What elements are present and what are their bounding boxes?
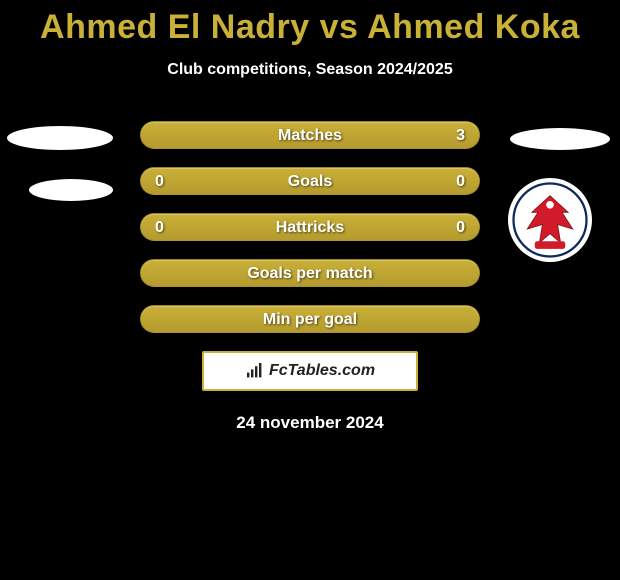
vs-separator: vs [320,8,359,46]
stat-row-goals: 0 Goals 0 [140,167,480,195]
stat-row-min-per-goal: Min per goal [140,305,480,333]
decoration-ellipse [510,128,610,150]
date-label: 24 november 2024 [0,413,620,433]
player1-name: Ahmed El Nadry [40,8,310,46]
decoration-ellipse [29,179,113,201]
stat-right-value: 3 [456,122,465,150]
stats-list: Matches 3 0 Goals 0 0 Hattricks 0 Goals … [140,121,480,333]
player2-name: Ahmed Koka [367,8,580,46]
eagle-crest-icon [512,182,588,258]
source-badge-label: FcTables.com [269,362,375,380]
stat-label: Goals per match [247,260,372,288]
stat-label: Goals [288,168,332,196]
stat-row-matches: Matches 3 [140,121,480,149]
stat-label: Matches [278,122,342,150]
subtitle: Club competitions, Season 2024/2025 [0,61,620,79]
stat-left-value: 0 [155,214,164,242]
bars-icon [245,363,265,379]
stat-label: Hattricks [276,214,344,242]
stat-right-value: 0 [456,168,465,196]
stat-right-value: 0 [456,214,465,242]
stat-left-value: 0 [155,168,164,196]
stat-row-goals-per-match: Goals per match [140,259,480,287]
club-logo-al-ahly [508,178,592,262]
page-title: Ahmed El Nadry vs Ahmed Koka [0,8,620,47]
decoration-ellipse [7,126,113,150]
stat-label: Min per goal [263,306,357,334]
source-badge[interactable]: FcTables.com [202,351,418,391]
stat-row-hattricks: 0 Hattricks 0 [140,213,480,241]
